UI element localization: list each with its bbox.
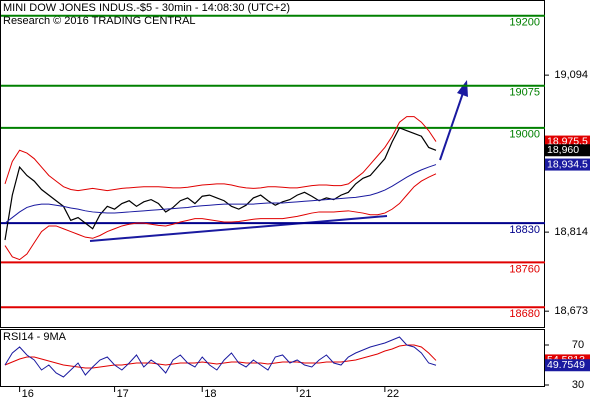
last-value-box xyxy=(545,359,590,372)
x-tick-label: 21 xyxy=(299,388,311,400)
last-value-label: 18,934.5 xyxy=(547,158,588,170)
series-line xyxy=(4,116,437,192)
last-value-label: 49.7549 xyxy=(547,359,585,371)
level-label: 19000 xyxy=(509,129,540,141)
last-value-box xyxy=(545,158,590,171)
rsi-tick-label: 30 xyxy=(572,379,584,391)
x-tick-label: 18 xyxy=(204,388,216,400)
series-line xyxy=(4,127,437,241)
x-tick-label: 22 xyxy=(387,388,399,400)
rsi-tick-label: 70 xyxy=(572,339,584,351)
rsi-panel xyxy=(0,329,545,387)
series-line xyxy=(4,173,437,261)
series-line xyxy=(4,164,437,224)
forecast-arrow xyxy=(439,89,465,161)
level-label: 18830 xyxy=(509,224,540,236)
chart-title: MINI DOW JONES INDUS.-$5 - 30min - 14:08… xyxy=(3,2,290,14)
rsi-title: RSI14 - 9MA xyxy=(3,331,67,343)
series-line xyxy=(4,344,437,369)
x-tick-label: 17 xyxy=(117,388,129,400)
x-tick-label: 16 xyxy=(22,388,34,400)
series-line xyxy=(4,336,437,378)
last-value-label: 18,960 xyxy=(547,144,579,156)
level-label: 18760 xyxy=(509,263,540,275)
level-label: 19200 xyxy=(509,17,540,29)
chart-subtitle: Research © 2016 TRADING CENTRAL xyxy=(3,15,196,27)
arrow-head xyxy=(457,80,468,97)
last-value-box xyxy=(545,144,590,157)
trendline xyxy=(89,215,388,242)
y-tick-label: 19,094 xyxy=(554,69,588,81)
level-label: 19075 xyxy=(509,87,540,99)
main-panel xyxy=(0,0,545,328)
level-label: 18680 xyxy=(509,308,540,320)
y-tick-label: 18,673 xyxy=(554,305,588,317)
y-tick-label: 18,814 xyxy=(554,226,588,238)
